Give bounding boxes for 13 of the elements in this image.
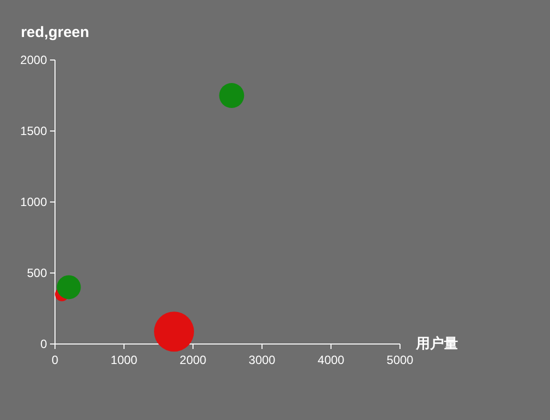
y-tick-label: 2000 <box>20 53 48 67</box>
x-tick-label: 1000 <box>110 353 138 367</box>
y-tick-label: 500 <box>26 266 48 280</box>
y-axis-title: red,green <box>20 24 90 41</box>
x-tick-label: 3000 <box>248 353 276 367</box>
x-tick-label: 0 <box>52 353 59 367</box>
x-tick-label: 2000 <box>180 353 207 367</box>
x-tick-label: 4000 <box>318 353 345 367</box>
x-axis-title: 用户量 <box>415 335 458 351</box>
x-tick-label: 5000 <box>386 353 414 367</box>
y-tick-label: 1500 <box>20 124 48 138</box>
y-tick-label: 0 <box>40 337 48 351</box>
y-tick-label: 1000 <box>20 195 48 209</box>
